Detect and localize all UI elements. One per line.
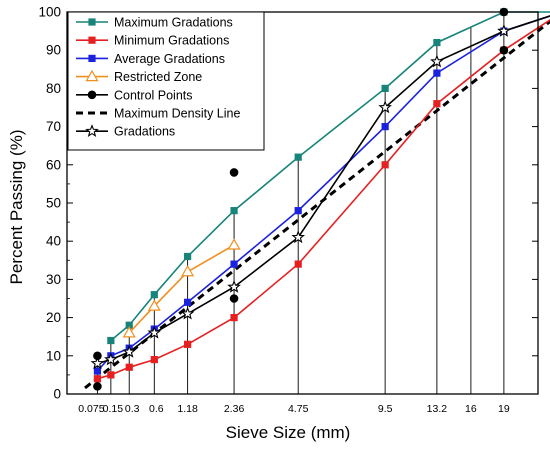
- y-tick-label: 60: [46, 157, 61, 172]
- legend-label-maximum-gradations: Maximum Gradations: [114, 16, 233, 30]
- legend-marker-maximum-gradations: [88, 18, 96, 26]
- x-tick-label: 0.3: [125, 403, 140, 415]
- average-gradations-point: [93, 367, 102, 375]
- average-gradations-point: [230, 260, 238, 268]
- restricted-zone-line: [128, 244, 235, 334]
- legend-label-average-gradations: Average Gradations: [114, 52, 225, 66]
- y-tick-label: 80: [46, 81, 61, 96]
- gradations-point: [497, 23, 511, 37]
- x-tick-label: 0.6: [149, 403, 164, 415]
- control-points-point: [93, 382, 102, 391]
- control-points-point: [229, 294, 239, 303]
- restricted-zone-point: [227, 238, 241, 250]
- y-tick-label: 30: [46, 272, 61, 287]
- gradations-point: [180, 306, 195, 320]
- legend-marker-gradations: [85, 124, 99, 137]
- x-tick-label: 1.18: [177, 403, 198, 415]
- x-tick-label: 2.36: [224, 403, 245, 415]
- maximum-gradations-point: [294, 153, 302, 161]
- x-tick-label: 0.15: [103, 403, 124, 415]
- restricted-zone-point: [147, 299, 161, 311]
- maximum-gradations-point: [433, 38, 441, 47]
- legend-label-restricted-zone: Restricted Zone: [114, 70, 202, 84]
- control-points-point: [499, 45, 509, 55]
- minimum-gradations-point: [107, 371, 115, 379]
- maximum-gradations-point: [107, 336, 115, 345]
- maximum-gradations-line: [110, 11, 550, 342]
- maximum-gradations-point: [184, 252, 192, 261]
- minimum-gradations-point: [381, 161, 389, 169]
- minimum-gradations-point: [294, 260, 302, 268]
- minimum-gradations-point: [184, 340, 192, 348]
- gradations-point: [147, 325, 162, 339]
- gradations-point: [227, 279, 241, 293]
- gradations-point: [378, 100, 392, 114]
- gradations-point: [122, 344, 137, 358]
- legend-label-maximum-density-line: Maximum Density Line: [114, 107, 240, 121]
- legend-label-gradations: Gradations: [114, 125, 175, 139]
- y-tick-label: 20: [46, 310, 61, 325]
- x-tick-label: 0.075: [78, 403, 104, 415]
- legend-marker-average-gradations: [88, 54, 96, 62]
- legend-marker-minimum-gradations: [88, 36, 96, 44]
- minimum-gradations-point: [125, 363, 133, 371]
- minimum-gradations-point: [433, 100, 441, 108]
- legend-marker-restricted-zone: [85, 69, 99, 82]
- minimum-gradations-point: [93, 375, 102, 383]
- x-tick-label: 16: [465, 403, 477, 415]
- control-points-point: [93, 351, 102, 361]
- y-tick-label: 0: [53, 387, 61, 402]
- y-axis-title: Percent Passing (%): [7, 130, 26, 285]
- gradations-point: [104, 352, 118, 366]
- x-tick-label: 13.2: [427, 403, 448, 415]
- average-gradations-point: [184, 298, 192, 306]
- x-axis-title: Sieve Size (mm): [226, 423, 351, 442]
- y-tick-label: 10: [46, 348, 61, 363]
- x-tick-label: 9.5: [378, 403, 393, 415]
- average-gradations-point: [381, 123, 389, 131]
- legend-box: [67, 11, 265, 151]
- maximum-gradations-point: [381, 84, 389, 92]
- average-gradations-point: [294, 207, 302, 215]
- average-gradations-point: [433, 69, 441, 77]
- y-tick-label: 40: [46, 234, 61, 249]
- restricted-zone-point: [181, 265, 195, 277]
- x-tick-label: 4.75: [288, 403, 309, 415]
- legend-marker-control-points: [87, 90, 97, 100]
- maximum-gradations-point: [150, 291, 158, 299]
- gradations-point: [430, 54, 444, 68]
- y-tick-label: 50: [46, 196, 61, 211]
- x-tick-label: 19: [498, 403, 510, 415]
- y-tick-label: 90: [46, 43, 61, 58]
- gradations-point: [291, 230, 305, 244]
- maximum-gradations-point: [230, 207, 238, 215]
- gradations-point: [90, 356, 105, 370]
- minimum-gradations-point: [230, 314, 238, 322]
- maximum-gradations-point: [125, 321, 133, 329]
- y-tick-label: 100: [38, 5, 61, 20]
- y-tick-label: 70: [46, 119, 61, 134]
- restricted-zone-point: [122, 326, 136, 338]
- legend-label-minimum-gradations: Minimum Gradations: [114, 34, 229, 48]
- minimum-gradations-point: [150, 356, 158, 364]
- control-points-point: [229, 168, 239, 177]
- legend-label-control-points: Control Points: [114, 88, 193, 102]
